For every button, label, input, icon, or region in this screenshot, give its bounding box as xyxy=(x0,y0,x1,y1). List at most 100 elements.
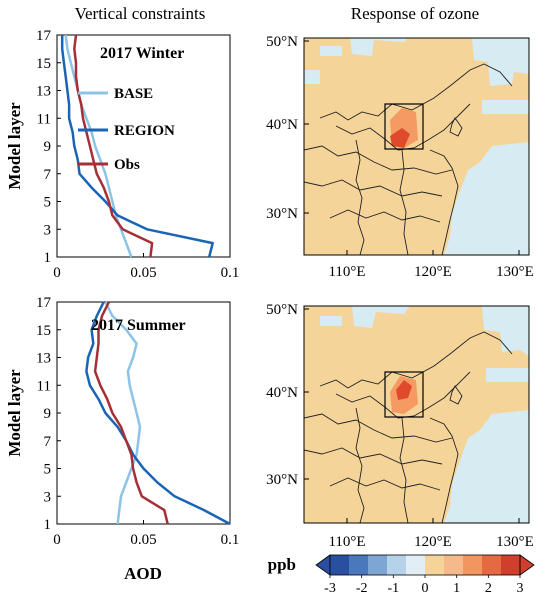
summer-map-sea-patch xyxy=(320,316,342,326)
summer-line-base xyxy=(104,301,142,525)
colorbar-cell xyxy=(482,555,501,575)
summer-panel-label: 2017 Summer xyxy=(91,317,186,334)
colorbar-cell xyxy=(501,555,520,575)
colorbar-high-arrow xyxy=(519,554,535,576)
summer-lon-tick: 120°E xyxy=(414,534,452,550)
summer-y-tick-label: 7 xyxy=(44,434,52,450)
summer-lat-tick: 30°N xyxy=(266,472,298,488)
summer-lon-tick: 110°E xyxy=(328,534,365,550)
colorbar-tick-label: -2 xyxy=(356,581,368,596)
summer-y-tick-label: 3 xyxy=(44,489,52,505)
colorbar-cells xyxy=(315,554,535,576)
right-column-title: Response of ozone xyxy=(351,4,479,23)
summer-region-box xyxy=(384,371,424,418)
colorbar-tick-label: 0 xyxy=(422,581,429,596)
winter-y-tick-label: 1 xyxy=(44,250,52,266)
winter-y-tick-label: 11 xyxy=(37,111,51,127)
summer-x-tick-label: 0.05 xyxy=(130,532,156,548)
winter-line-obs xyxy=(73,34,154,258)
summer-x-tick-label: 0.1 xyxy=(221,532,240,548)
summer-x-ticks: 0 0.05 0.1 xyxy=(53,520,239,548)
legend-label-obs: Obs xyxy=(114,157,140,173)
colorbar-low-arrow xyxy=(315,554,331,576)
winter-line-region xyxy=(60,35,214,258)
colorbar-cell xyxy=(444,555,463,575)
winter-x-tick-label: 0.1 xyxy=(221,265,240,281)
winter-ozone-map: 110°E 120°E 130°E 30°N 40°N 50°N xyxy=(266,34,534,280)
winter-y-tick-label: 5 xyxy=(44,195,52,211)
summer-map-ticks xyxy=(304,308,520,523)
winter-y-tick-label: 13 xyxy=(36,84,51,100)
winter-y-tick-label: 3 xyxy=(44,222,52,238)
colorbar-cell xyxy=(463,555,482,575)
winter-x-tick-label: 0 xyxy=(53,265,61,281)
colorbar-tick-label: 2 xyxy=(485,581,492,596)
summer-map-borders xyxy=(304,331,513,523)
legend-label-region: REGION xyxy=(114,123,175,139)
summer-y-tick-label: 17 xyxy=(36,295,52,311)
summer-x-tick-label: 0 xyxy=(53,532,61,548)
colorbar-ticks: -3 -2 -1 0 1 2 3 xyxy=(324,575,524,596)
colorbar-cell xyxy=(387,555,406,575)
legend-label-base: BASE xyxy=(114,86,153,102)
summer-ozone-map: 110°E 120°E 130°E 30°N 40°N 50°N xyxy=(266,302,534,550)
summer-y-tick-label: 9 xyxy=(44,406,52,422)
winter-plot-frame xyxy=(56,34,231,258)
colorbar-cell xyxy=(406,555,425,575)
winter-y-axis-label: Model layer xyxy=(5,102,24,190)
legend: BASE REGION Obs xyxy=(78,86,175,173)
winter-lon-tick: 120°E xyxy=(414,264,452,280)
winter-map-sea-patch xyxy=(320,46,342,56)
summer-y-tick-label: 15 xyxy=(36,323,51,339)
summer-y-tick-label: 13 xyxy=(36,351,51,367)
summer-y-axis-label: Model layer xyxy=(5,369,24,457)
summer-y-tick-label: 5 xyxy=(44,462,52,478)
winter-lat-tick: 50°N xyxy=(266,34,298,50)
summer-lat-tick: 50°N xyxy=(266,302,298,318)
summer-series-lines xyxy=(85,301,231,526)
summer-lon-tick: 130°E xyxy=(496,534,534,550)
winter-y-tick-label: 9 xyxy=(44,139,52,155)
winter-lat-tick: 30°N xyxy=(266,206,298,222)
summer-y-tick-label: 1 xyxy=(44,517,52,533)
colorbar-tick-label: -3 xyxy=(324,581,336,596)
colorbar-cell xyxy=(349,555,368,575)
colorbar-cell xyxy=(368,555,387,575)
colorbar: ppb -3 -2 -1 0 1 2 3 xyxy=(268,554,535,596)
winter-map-sea-patch xyxy=(304,70,320,84)
winter-map-sea-patch xyxy=(482,100,529,114)
winter-y-tick-label: 15 xyxy=(36,56,51,72)
colorbar-tick-label: 1 xyxy=(453,581,460,596)
colorbar-tick-label: 3 xyxy=(517,581,524,596)
winter-line-base xyxy=(64,34,133,258)
winter-y-tick-label: 7 xyxy=(44,167,52,183)
colorbar-tick-label: -1 xyxy=(387,581,399,596)
summer-y-tick-label: 11 xyxy=(37,378,51,394)
summer-line-region xyxy=(85,301,231,526)
colorbar-unit: ppb xyxy=(268,555,296,574)
left-column-title: Vertical constraints xyxy=(75,4,206,23)
winter-lon-tick: 130°E xyxy=(496,264,534,280)
summer-line-obs xyxy=(93,301,169,525)
winter-panel-label: 2017 Winter xyxy=(100,45,184,62)
winter-series-lines xyxy=(60,34,214,258)
summer-lat-tick: 40°N xyxy=(266,385,298,401)
winter-x-ticks: 0 0.05 0.1 xyxy=(53,253,239,281)
winter-lat-tick: 40°N xyxy=(266,117,298,133)
winter-y-tick-label: 17 xyxy=(36,28,52,44)
summer-map-sea-patch xyxy=(486,368,529,382)
colorbar-cell xyxy=(330,555,349,575)
colorbar-cell xyxy=(425,555,444,575)
winter-x-tick-label: 0.05 xyxy=(130,265,156,281)
winter-region-box xyxy=(384,103,424,150)
summer-map-frame xyxy=(303,305,530,524)
summer-plot-frame xyxy=(56,301,231,525)
winter-map-frame xyxy=(303,37,530,256)
winter-lon-tick: 110°E xyxy=(328,264,365,280)
summer-hotspot-core xyxy=(396,380,412,400)
